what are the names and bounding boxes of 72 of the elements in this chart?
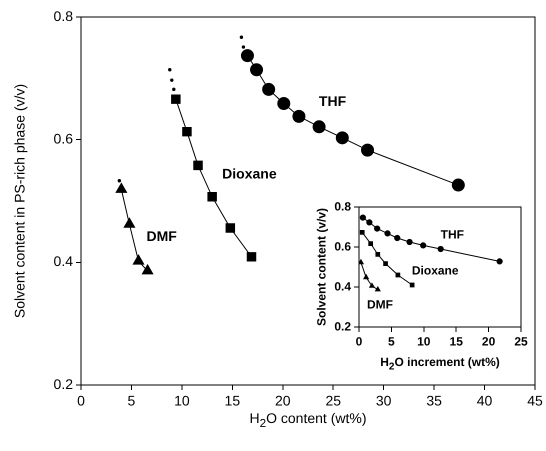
x-tick-label: 5	[128, 392, 136, 408]
x-tick-label: 0	[77, 392, 86, 408]
y-tick-label: 0.6	[54, 130, 74, 147]
series-label: THF	[318, 93, 347, 110]
point	[246, 252, 256, 262]
point	[207, 192, 217, 202]
x-tick-label: 10	[417, 334, 431, 349]
y-tick-label: 0.2	[54, 376, 74, 392]
point	[361, 144, 374, 157]
x-tick-label: 25	[514, 334, 528, 349]
y-tick-label: 0.6	[334, 239, 352, 254]
point	[394, 234, 400, 242]
point	[262, 82, 276, 96]
x-tick-label: 5	[388, 334, 396, 349]
point	[375, 286, 381, 292]
point	[374, 226, 380, 232]
point	[375, 252, 380, 257]
series-label: Dioxane	[222, 166, 277, 182]
x-tick-label: 15	[450, 334, 464, 349]
y-tick-label: 0.4	[334, 279, 352, 294]
point	[226, 223, 236, 233]
point	[182, 126, 192, 136]
point	[368, 241, 374, 246]
x-tick-label: 45	[527, 392, 543, 408]
y-axis-title: Solvent content in PS-rich phase (v/v)	[11, 84, 28, 318]
point	[124, 218, 136, 228]
point	[438, 246, 444, 252]
x-tick-label: 40	[476, 392, 493, 408]
y-tick-label: 0.4	[54, 253, 74, 270]
x-tick-label: 35	[426, 392, 442, 408]
point	[116, 182, 128, 193]
point	[366, 219, 372, 226]
x-axis-title: H$_{2}$O increment (wt%)	[379, 355, 501, 372]
y-axis-title: Solvent content (v/v)	[314, 208, 329, 326]
point	[363, 274, 369, 280]
x-tick-label: 20	[482, 334, 496, 349]
point	[410, 282, 414, 288]
point	[142, 264, 154, 274]
y-tick-label: 0.8	[334, 199, 352, 214]
series-label: THF	[440, 227, 464, 242]
x-tick-label: 25	[325, 392, 342, 408]
point	[292, 110, 306, 123]
point	[496, 258, 503, 264]
point	[312, 120, 326, 134]
x-tick-label: 20	[274, 392, 291, 408]
x-tick-label: 0	[356, 334, 363, 349]
point	[360, 214, 366, 221]
x-tick-label: 10	[174, 392, 190, 408]
point	[369, 282, 375, 288]
point	[193, 160, 203, 170]
point	[359, 259, 364, 264]
point	[420, 242, 426, 248]
series-label: DMF	[366, 297, 393, 312]
point	[452, 178, 465, 192]
series-label: Dioxane	[412, 263, 459, 278]
x-tick-label: 30	[376, 392, 392, 408]
point	[384, 230, 391, 236]
point	[336, 131, 349, 144]
x-tick-label: 15	[224, 392, 240, 408]
point	[396, 272, 400, 278]
point	[406, 238, 413, 246]
point	[240, 49, 254, 62]
y-tick-label: 0.8	[54, 8, 74, 24]
point	[250, 63, 264, 76]
x-axis-title: H$_{2}$O content (wt%)	[248, 410, 368, 431]
point	[360, 230, 365, 235]
series-label: DMF	[146, 228, 178, 244]
point	[277, 96, 290, 110]
point	[132, 254, 144, 265]
y-tick-label: 0.2	[334, 319, 352, 334]
point	[383, 261, 388, 266]
point	[171, 94, 181, 104]
